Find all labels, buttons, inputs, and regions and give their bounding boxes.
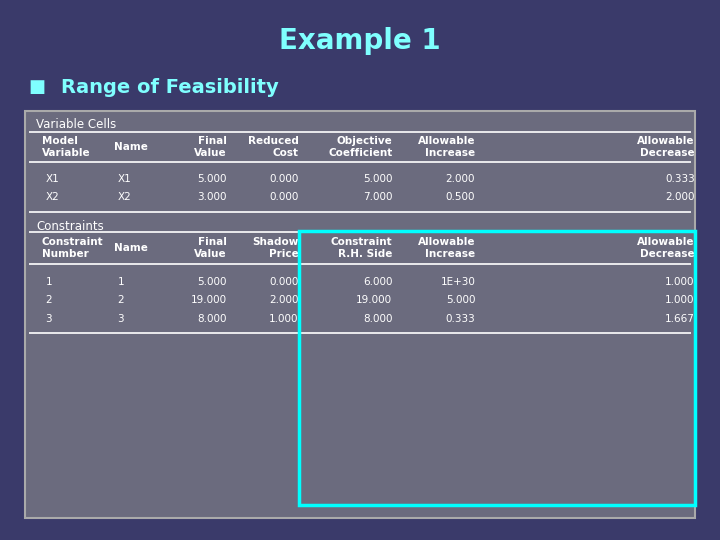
Text: Allowable
Decrease: Allowable Decrease [637,136,695,158]
Text: Name: Name [114,142,148,152]
Text: 5.000: 5.000 [197,174,227,184]
Text: 2.000: 2.000 [269,295,299,305]
Text: X2: X2 [45,192,59,202]
Text: 19.000: 19.000 [356,295,392,305]
Text: 7.000: 7.000 [363,192,392,202]
Text: 0.333: 0.333 [665,174,695,184]
Text: 2: 2 [117,295,124,305]
Text: 0.000: 0.000 [269,277,299,287]
Text: 5.000: 5.000 [363,174,392,184]
Text: 3: 3 [45,314,52,323]
Text: Reduced
Cost: Reduced Cost [248,136,299,158]
Text: Range of Feasibility: Range of Feasibility [61,78,279,97]
Text: Allowable
Increase: Allowable Increase [418,136,475,158]
Text: ■: ■ [29,78,46,96]
Text: 6.000: 6.000 [363,277,392,287]
Text: Final
Value: Final Value [194,136,227,158]
Text: Model
Variable: Model Variable [42,136,91,158]
Text: 3: 3 [117,314,124,323]
Text: 1.000: 1.000 [269,314,299,323]
Text: 2.000: 2.000 [665,192,695,202]
Text: 3.000: 3.000 [197,192,227,202]
Text: 2: 2 [45,295,52,305]
Text: Constraint
R.H. Side: Constraint R.H. Side [330,237,392,259]
Text: X2: X2 [117,192,131,202]
Text: Final
Value: Final Value [194,237,227,259]
Text: 19.000: 19.000 [191,295,227,305]
Text: 1.000: 1.000 [665,295,695,305]
Text: Allowable
Decrease: Allowable Decrease [637,237,695,259]
Text: 1: 1 [117,277,124,287]
Text: Allowable
Increase: Allowable Increase [418,237,475,259]
Text: 0.000: 0.000 [269,192,299,202]
Text: X1: X1 [45,174,59,184]
Text: 0.333: 0.333 [446,314,475,323]
Text: Example 1: Example 1 [279,27,441,55]
Text: 5.000: 5.000 [197,277,227,287]
Text: Variable Cells: Variable Cells [36,118,116,131]
Text: Name: Name [114,243,148,253]
Text: 2.000: 2.000 [446,174,475,184]
Text: Constraint
Number: Constraint Number [42,237,104,259]
FancyBboxPatch shape [25,111,695,518]
Text: 1.000: 1.000 [665,277,695,287]
Text: 8.000: 8.000 [197,314,227,323]
Text: X1: X1 [117,174,131,184]
Text: 8.000: 8.000 [363,314,392,323]
Text: Shadow
Price: Shadow Price [253,237,299,259]
Text: 5.000: 5.000 [446,295,475,305]
Text: 0.500: 0.500 [446,192,475,202]
Text: 0.000: 0.000 [269,174,299,184]
Text: 1.667: 1.667 [665,314,695,323]
Text: 1: 1 [45,277,52,287]
Text: 1E+30: 1E+30 [441,277,475,287]
Text: Objective
Coefficient: Objective Coefficient [328,136,392,158]
Text: Constraints: Constraints [36,220,104,233]
